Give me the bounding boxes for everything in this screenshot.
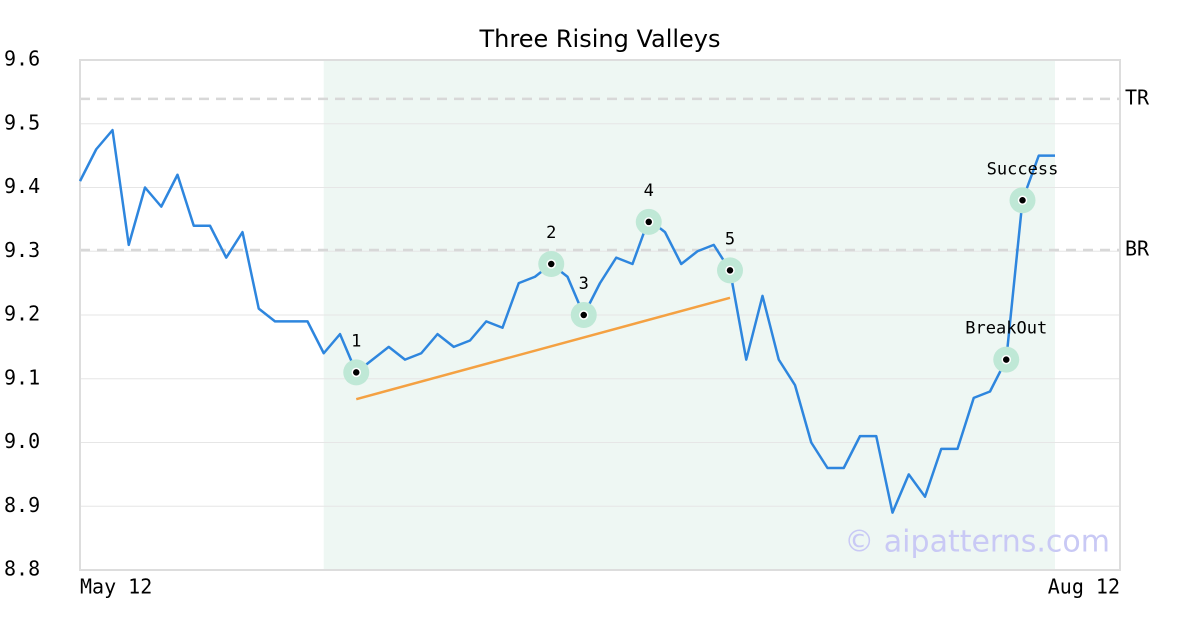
y-tick-label: 9.1 xyxy=(4,365,40,389)
point-label: Success xyxy=(987,159,1059,179)
level-label: TR xyxy=(1125,85,1150,109)
y-tick-label: 9.6 xyxy=(4,47,40,71)
point-dot xyxy=(1017,195,1028,205)
y-tick-label: 9.5 xyxy=(4,110,40,134)
trendline xyxy=(355,296,731,401)
level-label: BR xyxy=(1125,236,1150,260)
y-tick-label: 9.4 xyxy=(4,174,40,198)
point-dot xyxy=(725,265,735,276)
point-dot xyxy=(351,367,361,378)
chart-title: Three Rising Valleys xyxy=(478,25,720,53)
y-tick-label: 8.8 xyxy=(4,557,40,581)
x-tick-label: Aug 12 xyxy=(1048,575,1120,599)
price-line xyxy=(78,128,1055,514)
point-label: BreakOut xyxy=(965,319,1047,339)
y-tick-label: 9.2 xyxy=(4,302,40,326)
point-dot xyxy=(1001,354,1011,365)
point-label: 3 xyxy=(579,274,589,294)
point-dot xyxy=(546,259,556,269)
plot-frame xyxy=(79,59,1121,571)
point-label: 4 xyxy=(644,181,654,201)
point-dot xyxy=(579,310,589,320)
y-tick-label: 9.3 xyxy=(4,238,40,262)
y-tick-label: 9.0 xyxy=(4,429,40,453)
x-tick-label: May 12 xyxy=(80,575,152,599)
y-tick-label: 8.9 xyxy=(4,493,40,517)
watermark: © aipatterns.com xyxy=(844,525,1110,560)
point-dot xyxy=(644,217,654,227)
point-label: 2 xyxy=(546,223,556,243)
point-label: 5 xyxy=(725,229,735,249)
point-label: 1 xyxy=(351,331,361,351)
